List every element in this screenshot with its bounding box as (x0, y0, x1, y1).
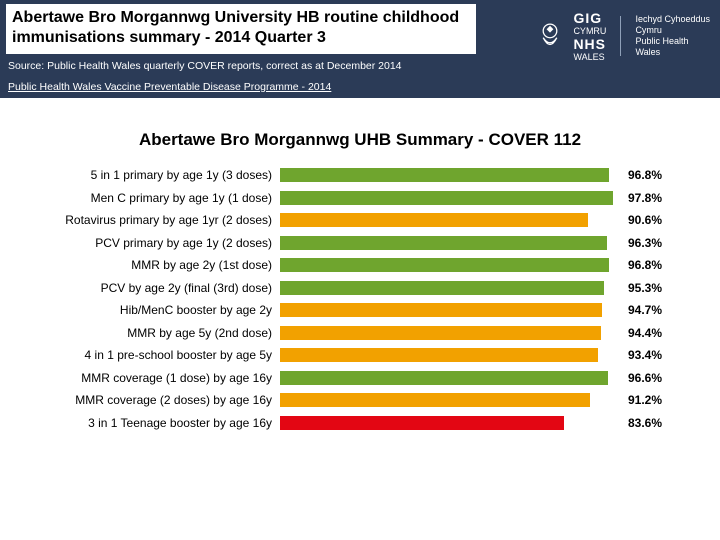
row-label: 5 in 1 primary by age 1y (3 doses) (0, 168, 280, 182)
row-label: MMR coverage (2 doses) by age 16y (0, 393, 280, 407)
chart-row: 4 in 1 pre-school booster by age 5y 93.4% (0, 344, 720, 367)
row-label: 3 in 1 Teenage booster by age 16y (0, 416, 280, 430)
logo-divider (620, 16, 621, 56)
chart-row: PCV by age 2y (final (3rd) dose) 95.3% (0, 277, 720, 300)
chart-title: Abertawe Bro Morgannwg UHB Summary - COV… (0, 130, 720, 150)
row-value: 96.3% (620, 236, 680, 250)
logo-gig: GIG (573, 10, 606, 26)
logo-cymru: CYMRU (573, 26, 606, 36)
bar-track (280, 371, 620, 385)
bar (280, 303, 602, 317)
nhs-wales-logo: GIG CYMRU NHS WALES Iechyd Cyhoeddus Cym… (533, 10, 710, 63)
chart-rows: 5 in 1 primary by age 1y (3 doses)96.8%M… (0, 164, 720, 434)
bar (280, 258, 609, 272)
programme-line: Public Health Wales Vaccine Preventable … (8, 81, 331, 93)
row-value: 95.3% (620, 281, 680, 295)
logo-area: GIG CYMRU NHS WALES Iechyd Cyhoeddus Cym… (495, 6, 710, 66)
bar-track (280, 303, 620, 317)
bar-track (280, 416, 620, 430)
chart-row: MMR coverage (2 doses) by age 16y 91.2% (0, 389, 720, 412)
bar (280, 168, 609, 182)
bar (280, 371, 608, 385)
bar-track (280, 393, 620, 407)
row-value: 97.8% (620, 191, 680, 205)
row-label: Men C primary by age 1y (1 dose) (0, 191, 280, 205)
row-value: 90.6% (620, 213, 680, 227)
row-value: 96.6% (620, 371, 680, 385)
bar (280, 191, 613, 205)
bar (280, 213, 588, 227)
row-label: Rotavirus primary by age 1yr (2 doses) (0, 213, 280, 227)
page-title-box: Abertawe Bro Morgannwg University HB rou… (6, 4, 476, 54)
row-value: 94.4% (620, 326, 680, 340)
row-value: 94.7% (620, 303, 680, 317)
bar (280, 236, 607, 250)
row-label: PCV primary by age 1y (2 doses) (0, 236, 280, 250)
bar-track (280, 213, 620, 227)
wales-crest-icon (533, 19, 567, 53)
logo-phw-en1: Public Health (635, 36, 710, 47)
logo-text-phw: Iechyd Cyhoeddus Cymru Public Health Wal… (635, 14, 710, 59)
bar-track (280, 168, 620, 182)
row-value: 96.8% (620, 168, 680, 182)
bar-track (280, 191, 620, 205)
row-label: 4 in 1 pre-school booster by age 5y (0, 348, 280, 362)
logo-text-main: GIG CYMRU NHS WALES (573, 10, 606, 63)
bar (280, 416, 564, 430)
bar-track (280, 281, 620, 295)
row-label: PCV by age 2y (final (3rd) dose) (0, 281, 280, 295)
source-line: Source: Public Health Wales quarterly CO… (8, 60, 402, 72)
chart-row: MMR by age 2y (1st dose) 96.8% (0, 254, 720, 277)
bar (280, 281, 604, 295)
row-label: Hib/MenC booster by age 2y (0, 303, 280, 317)
row-label: MMR coverage (1 dose) by age 16y (0, 371, 280, 385)
row-value: 83.6% (620, 416, 680, 430)
logo-wales: WALES (573, 52, 606, 62)
chart-row: 3 in 1 Teenage booster by age 16y 83.6% (0, 412, 720, 435)
bar (280, 393, 590, 407)
logo-phw-en2: Wales (635, 47, 710, 58)
bar-track (280, 258, 620, 272)
row-value: 91.2% (620, 393, 680, 407)
chart-row: Men C primary by age 1y (1 dose) 97.8% (0, 187, 720, 210)
logo-phw-cy1: Iechyd Cyhoeddus (635, 14, 710, 25)
bar (280, 326, 601, 340)
header-bar: Abertawe Bro Morgannwg University HB rou… (0, 0, 720, 98)
chart-row: MMR coverage (1 dose) by age 16y 96.6% (0, 367, 720, 390)
bar (280, 348, 598, 362)
row-label: MMR by age 2y (1st dose) (0, 258, 280, 272)
bar-track (280, 236, 620, 250)
chart-row: Hib/MenC booster by age 2y 94.7% (0, 299, 720, 322)
bar-track (280, 348, 620, 362)
chart-row: MMR by age 5y (2nd dose) 94.4% (0, 322, 720, 345)
row-value: 96.8% (620, 258, 680, 272)
row-label: MMR by age 5y (2nd dose) (0, 326, 280, 340)
page-title: Abertawe Bro Morgannwg University HB rou… (12, 9, 459, 46)
chart-area: Abertawe Bro Morgannwg UHB Summary - COV… (0, 130, 720, 490)
logo-phw-cy2: Cymru (635, 25, 710, 36)
chart-row: PCV primary by age 1y (2 doses) 96.3% (0, 232, 720, 255)
chart-row: 5 in 1 primary by age 1y (3 doses) 96.8% (0, 164, 720, 187)
bar-track (280, 326, 620, 340)
row-value: 93.4% (620, 348, 680, 362)
logo-nhs: NHS (573, 36, 606, 52)
chart-row: Rotavirus primary by age 1yr (2 doses) 90… (0, 209, 720, 232)
